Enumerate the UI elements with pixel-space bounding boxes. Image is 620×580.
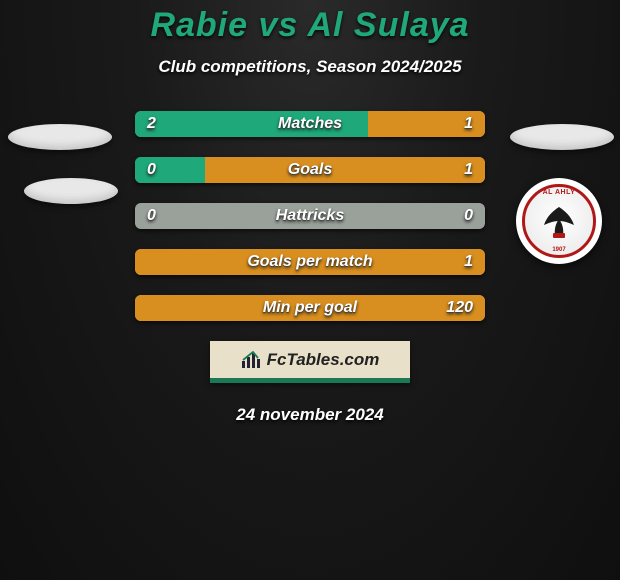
brand-text: FcTables.com <box>267 350 380 370</box>
stat-label: Goals <box>135 157 485 183</box>
stat-value-left: 0 <box>147 203 156 229</box>
stat-row: Hattricks0 0 <box>135 203 485 229</box>
stat-value-right: 0 <box>464 203 473 229</box>
stat-label: Hattricks <box>135 203 485 229</box>
stat-row: Matches2 1 <box>135 111 485 137</box>
stats-container: Matches21Goals01Hattricks00Goals per mat… <box>135 111 485 321</box>
page-title: Rabie vs Al Sulaya <box>0 6 620 45</box>
stat-label: Matches <box>135 111 485 137</box>
stat-value-left: 0 <box>147 157 156 183</box>
stat-value-right: 120 <box>446 295 473 321</box>
stat-value-right: 1 <box>464 111 473 137</box>
stat-label: Min per goal <box>135 295 485 321</box>
stat-row: Min per goal120 <box>135 295 485 321</box>
page-subtitle: Club competitions, Season 2024/2025 <box>0 57 620 77</box>
stat-value-right: 1 <box>464 157 473 183</box>
chart-bars-icon <box>241 351 263 369</box>
stat-value-left: 2 <box>147 111 156 137</box>
stat-row: Goals0 1 <box>135 157 485 183</box>
brand-banner[interactable]: FcTables.com <box>210 341 410 383</box>
date-text: 24 november 2024 <box>0 405 620 425</box>
stat-row: Goals per match1 <box>135 249 485 275</box>
stat-label: Goals per match <box>135 249 485 275</box>
stat-value-right: 1 <box>464 249 473 275</box>
